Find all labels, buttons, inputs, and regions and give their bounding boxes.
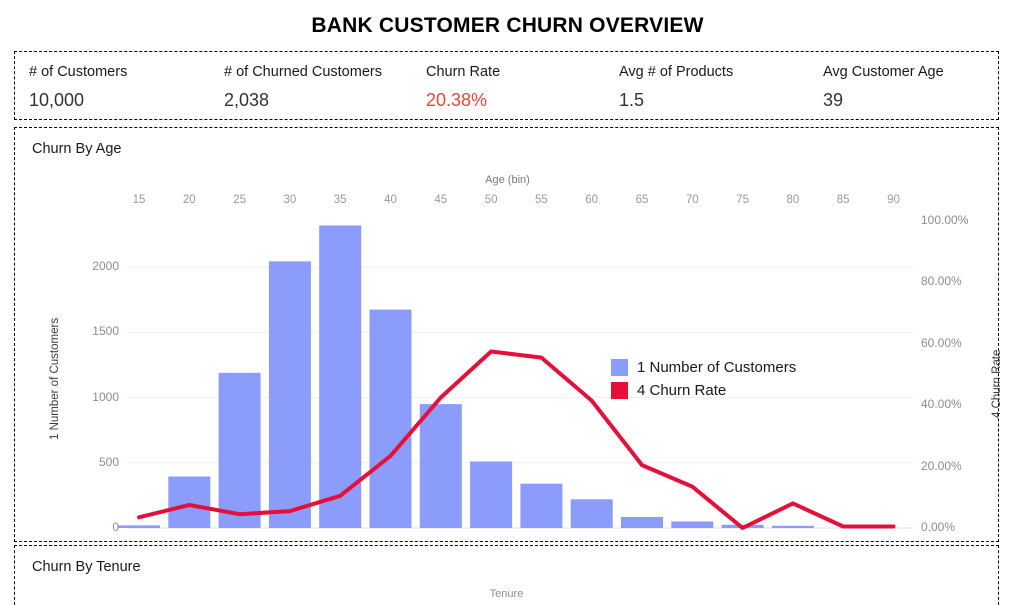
kpi-label: # of Churned Customers [224,64,382,80]
dashboard-title: BANK CUSTOMER CHURN OVERVIEW [311,14,704,37]
y-tick-label: 2000 [92,259,119,274]
kpi-panel: # of Customers 10,000 # of Churned Custome… [14,51,999,120]
bar[interactable] [218,372,261,528]
y2-tick-label: 20.00% [921,458,962,473]
y-tick-label: 1000 [92,389,119,404]
bar[interactable] [570,499,613,528]
legend-item-customers[interactable]: 1 Number of Customers [611,356,796,379]
x-tick-label: 20 [182,194,196,206]
x-tick-label: 40 [384,194,397,206]
bar[interactable] [520,483,563,528]
kpi-value: 10,000 [29,90,85,110]
x-tick-label: 65 [635,194,649,206]
chart-canvas [118,225,913,530]
legend-swatch-customers [611,359,628,376]
y-tick-label: 0 [112,520,119,534]
kpi-value: 2,038 [224,90,270,110]
legend-swatch-churn-rate [611,382,628,399]
y2-axis-title: 4 Churn Rate [991,349,1003,418]
bar[interactable] [168,476,211,528]
kpi-value: 1.5 [619,90,645,110]
bar[interactable] [671,521,714,528]
x-axis-title: Age (bin) [485,174,530,186]
kpi-label: # of Customers [29,64,128,80]
x-tick-label: 50 [484,194,498,206]
legend-label-customers: 1 Number of Customers [637,359,797,376]
churn-by-age-chart: 15 20 25 30 35 40 45 50 55 60 65 70 75 80 85 90 Age (bin… [15,128,1003,543]
x-tick-label: 55 [534,194,548,206]
kpi-label: Avg # of Products [619,64,734,80]
x-tick-label: 45 [434,194,448,206]
bar[interactable] [319,225,362,529]
y2-tick-label: 80.00% [921,274,962,289]
kpi-value: 20.38% [426,90,488,110]
churn-by-tenure-panel: Churn By Tenure Tenure [14,545,999,605]
x-tick-label: 70 [685,194,699,206]
chart-legend: 1 Number of Customers 4 Churn Rate [611,356,796,402]
bar[interactable] [419,404,462,528]
kpi-label: Avg Customer Age [823,64,944,80]
legend-item-churn-rate[interactable]: 4 Churn Rate [611,379,796,402]
churn-by-tenure-title: Churn By Tenure [32,559,141,575]
bar[interactable] [369,309,412,528]
x-tick-label: 80 [786,194,800,206]
bar[interactable] [621,516,663,528]
y2-tick-label: 100.00% [921,213,969,227]
y-tick-label: 1500 [92,324,119,339]
x-tick-label: 15 [132,194,146,206]
y2-tick-label: 40.00% [921,397,962,412]
kpi-label: Churn Rate [426,64,501,80]
y-axis-title: 1 Number of Customers [49,317,61,440]
y-tick-label: 500 [98,454,119,469]
bar[interactable] [118,525,160,528]
kpi-value: 39 [823,90,844,110]
legend-label-churn-rate: 4 Churn Rate [637,382,727,399]
churn-by-age-title: Churn By Age [32,141,122,157]
x-tick-label: 60 [585,194,599,206]
x-tick-label: 75 [736,194,749,206]
x-tick-label: 25 [233,194,246,206]
x-tick-label: 90 [887,194,900,206]
churn-by-age-panel: Churn By Age 15 20 25 30 35 40 45 50 55 60 65 70 75 8… [14,127,1003,543]
x-tick-label: 35 [333,194,347,206]
x-tick-label: 85 [836,194,850,206]
x-tick-label: 30 [283,194,297,206]
y2-tick-label: 0.00% [921,520,956,534]
kpi-row: # of Customers 10,000 # of Churned Custome… [15,52,998,119]
churn-rate-line[interactable] [137,349,896,530]
bar[interactable] [268,261,311,528]
bar[interactable] [470,461,513,528]
y2-tick-label: 60.00% [921,335,962,350]
bar[interactable] [771,525,814,528]
